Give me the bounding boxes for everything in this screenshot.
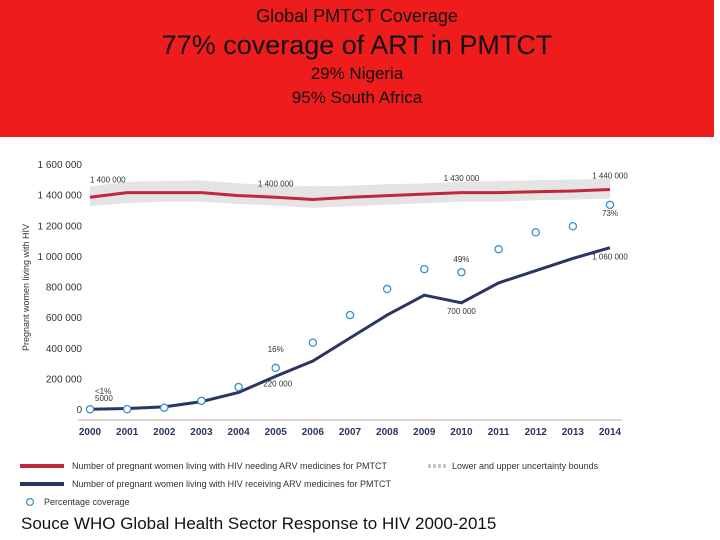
- coverage-point: [494, 244, 503, 254]
- legend-label-needing: Number of pregnant women living with HIV…: [72, 461, 387, 471]
- data-annotation: 1 400 000: [90, 176, 126, 185]
- x-tick-label: 2011: [488, 427, 510, 438]
- series-line-needing: [89, 188, 611, 202]
- x-tick-label: 2010: [450, 427, 473, 438]
- data-annotation: 16%: [268, 345, 284, 354]
- x-tick-label: 2008: [376, 427, 399, 438]
- coverage-point: [345, 310, 355, 320]
- x-tick-label: 2001: [116, 427, 139, 438]
- legend-label-coverage: Percentage coverage: [44, 497, 130, 507]
- x-tick-label: 2003: [190, 427, 213, 438]
- pmtct-chart: Pregnant women living with HIV 0 200 000 40…: [20, 160, 628, 507]
- legend-label-receiving: Number of pregnant women living with HIV…: [72, 479, 391, 489]
- coverage-point: [308, 338, 318, 347]
- source-note: Souce WHO Global Health Sector Response …: [21, 514, 497, 533]
- y-tick-label: 1 400 000: [38, 191, 83, 202]
- data-annotation: 220 000: [263, 379, 292, 388]
- x-tick-label: 2004: [227, 427, 250, 438]
- series-line-receiving: [89, 246, 611, 411]
- y-tick-label: 600 000: [46, 313, 83, 324]
- y-tick-label: 1 000 000: [38, 252, 83, 263]
- data-annotation: 1 440 000: [592, 172, 628, 181]
- coverage-point: [568, 222, 578, 231]
- x-tick-label: 2007: [339, 427, 362, 438]
- data-annotation: 49%: [453, 255, 469, 264]
- data-annotation: 700 000: [447, 307, 476, 316]
- banner-heading: Global PMTCT Coverage: [256, 6, 458, 26]
- coverage-point: [271, 363, 280, 373]
- y-tick-label: 1 600 000: [38, 160, 83, 171]
- y-tick-label: 1 200 000: [38, 221, 83, 232]
- uncertainty-band: [90, 178, 610, 208]
- y-tick-label: 800 000: [46, 283, 83, 294]
- x-tick-label: 2006: [302, 427, 325, 438]
- title-banner: Global PMTCT Coverage 77% coverage of AR…: [0, 0, 714, 137]
- y-tick-label: 0: [76, 405, 82, 416]
- data-annotation: 73%: [602, 209, 618, 218]
- banner-headline: 77% coverage of ART in PMTCT: [161, 30, 553, 60]
- coverage-point: [531, 228, 540, 237]
- y-tick-label: 400 000: [46, 344, 83, 355]
- coverage-point: [420, 264, 429, 274]
- data-annotation: 1 400 000: [258, 180, 294, 189]
- x-tick-label: 2012: [525, 427, 548, 438]
- coverage-point: [382, 284, 392, 294]
- coverage-point: [605, 200, 615, 210]
- coverage-point: [85, 404, 95, 414]
- y-axis-title: Pregnant women living with HIV: [21, 224, 31, 351]
- x-tick-label: 2014: [599, 427, 622, 438]
- y-tick-label: 200 000: [46, 374, 83, 385]
- banner-nigeria: 29% Nigeria: [310, 64, 404, 83]
- data-annotation: 1 430 000: [444, 174, 480, 183]
- data-annotation: <1%: [95, 387, 111, 396]
- banner-south-africa: 95% South Africa: [291, 88, 423, 107]
- data-annotation: 5000: [95, 394, 113, 403]
- x-tick-label: 2005: [265, 427, 288, 438]
- coverage-point: [457, 267, 466, 277]
- data-annotation: 1 060 000: [592, 253, 628, 262]
- coverage-point: [234, 382, 243, 392]
- legend-label-uncertainty: Lower and upper uncertainty bounds: [452, 461, 599, 471]
- coverage-point: [160, 403, 169, 412]
- coverage-point: [197, 396, 206, 406]
- x-tick-label: 2000: [79, 427, 102, 438]
- x-tick-label: 2013: [562, 427, 585, 438]
- x-tick-label: 2002: [153, 427, 176, 438]
- coverage-point: [122, 404, 132, 414]
- x-tick-label: 2009: [413, 427, 436, 438]
- legend-swatch-coverage: [26, 498, 35, 507]
